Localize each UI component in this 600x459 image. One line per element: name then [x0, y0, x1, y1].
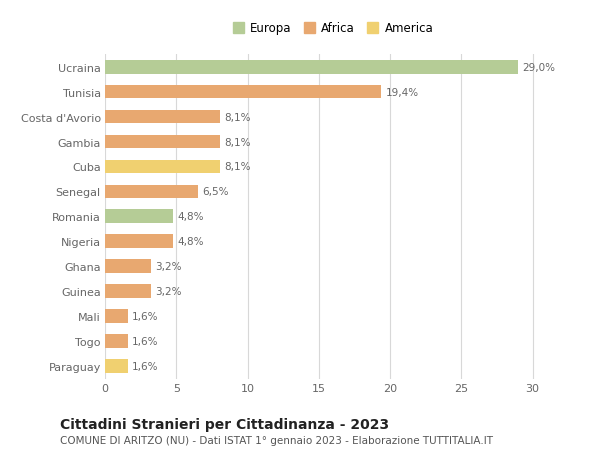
Text: COMUNE DI ARITZO (NU) - Dati ISTAT 1° gennaio 2023 - Elaborazione TUTTITALIA.IT: COMUNE DI ARITZO (NU) - Dati ISTAT 1° ge…	[60, 435, 493, 445]
Bar	[105, 160, 220, 174]
Bar	[105, 111, 220, 124]
Text: 3,2%: 3,2%	[155, 262, 181, 272]
Text: 4,8%: 4,8%	[178, 212, 204, 222]
Text: 4,8%: 4,8%	[178, 237, 204, 247]
Bar	[105, 61, 518, 74]
Text: 29,0%: 29,0%	[523, 62, 556, 73]
Bar	[105, 135, 220, 149]
Bar	[105, 235, 173, 249]
Text: 8,1%: 8,1%	[224, 112, 251, 122]
Bar	[105, 335, 128, 348]
Bar	[105, 310, 128, 323]
Text: 6,5%: 6,5%	[202, 187, 229, 197]
Text: 3,2%: 3,2%	[155, 286, 181, 297]
Text: 8,1%: 8,1%	[224, 137, 251, 147]
Text: 1,6%: 1,6%	[132, 361, 158, 371]
Bar	[105, 359, 128, 373]
Text: Cittadini Stranieri per Cittadinanza - 2023: Cittadini Stranieri per Cittadinanza - 2…	[60, 417, 389, 431]
Bar	[105, 260, 151, 274]
Bar	[105, 85, 382, 99]
Bar	[105, 210, 173, 224]
Legend: Europa, Africa, America: Europa, Africa, America	[229, 19, 437, 39]
Text: 19,4%: 19,4%	[386, 87, 419, 97]
Text: 8,1%: 8,1%	[224, 162, 251, 172]
Text: 1,6%: 1,6%	[132, 336, 158, 347]
Bar	[105, 185, 197, 199]
Text: 1,6%: 1,6%	[132, 312, 158, 321]
Bar	[105, 285, 151, 298]
